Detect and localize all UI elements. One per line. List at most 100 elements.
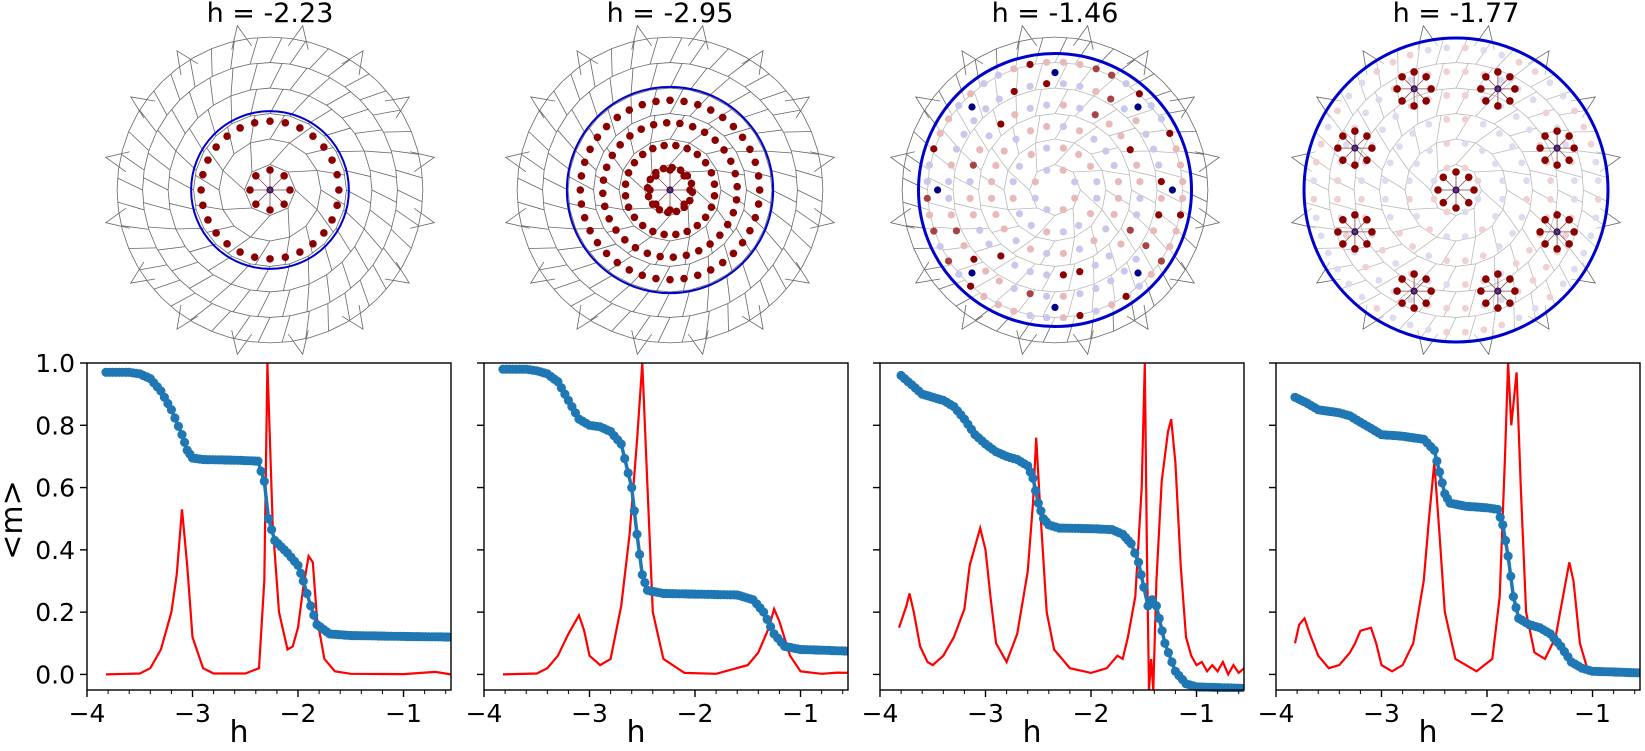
lattice-site bbox=[1430, 195, 1438, 203]
lattice-site bbox=[1059, 206, 1067, 214]
tiling-edge bbox=[1195, 229, 1204, 249]
magnetization-point bbox=[640, 578, 650, 588]
tiling-edge bbox=[744, 86, 761, 101]
lattice-site bbox=[923, 178, 931, 186]
tiling-edge bbox=[344, 279, 361, 294]
lattice-site bbox=[309, 132, 317, 140]
tiling-edge bbox=[650, 289, 671, 293]
lattice-site bbox=[1093, 194, 1101, 202]
tiling-edge bbox=[759, 279, 770, 307]
lattice-site bbox=[1392, 113, 1400, 120]
plot-frame bbox=[879, 362, 1245, 691]
tiling-edge bbox=[689, 115, 709, 125]
lattice-site bbox=[593, 238, 602, 247]
lattice-site bbox=[1334, 265, 1341, 273]
magnetization-point bbox=[1139, 582, 1149, 592]
tiling-edge bbox=[706, 284, 710, 312]
lattice-site bbox=[701, 213, 710, 222]
tiling-edge bbox=[566, 99, 581, 116]
lattice-site bbox=[1506, 275, 1514, 283]
lattice-site bbox=[1542, 263, 1550, 271]
tiling-edge bbox=[170, 73, 181, 101]
lattice-site bbox=[683, 171, 692, 180]
tiling-edge bbox=[289, 41, 307, 65]
tiling-edge bbox=[744, 279, 761, 294]
lattice-site bbox=[997, 252, 1005, 260]
tiling-edge bbox=[795, 170, 798, 191]
tiling-edge bbox=[249, 37, 259, 65]
plot-frame bbox=[483, 362, 849, 691]
tiling-edge bbox=[359, 264, 374, 281]
lattice-site bbox=[1443, 257, 1451, 265]
lattice-site bbox=[1461, 164, 1469, 172]
tiling-edge bbox=[589, 303, 613, 321]
sites bbox=[576, 96, 764, 284]
tiling-edge bbox=[193, 170, 197, 191]
lattice-site bbox=[923, 194, 931, 202]
lattice-site bbox=[1136, 178, 1144, 186]
tiling-edge bbox=[254, 240, 271, 266]
tiling-edge bbox=[116, 170, 119, 191]
lattice-site bbox=[1122, 292, 1130, 301]
lattice-site bbox=[701, 158, 710, 167]
tiling-edge bbox=[762, 297, 779, 312]
tiling-edge bbox=[323, 227, 337, 245]
tiling-edge bbox=[289, 310, 310, 317]
lattice-site bbox=[1480, 46, 1488, 54]
tiling-spike bbox=[231, 24, 253, 50]
lattice-site bbox=[1135, 90, 1143, 98]
lattice-site bbox=[1461, 257, 1469, 265]
lattice-site bbox=[1541, 132, 1549, 140]
magnetization-point bbox=[762, 614, 772, 625]
lattice-site bbox=[1134, 103, 1142, 111]
lattice-site bbox=[266, 255, 274, 263]
lattice-site bbox=[718, 113, 727, 122]
lattice-site bbox=[1358, 195, 1365, 203]
lattice-site bbox=[1518, 159, 1526, 167]
tiling-edge bbox=[669, 114, 686, 140]
magnetization-line bbox=[1294, 395, 1640, 675]
tiling-edge bbox=[128, 113, 138, 132]
tiling-edge bbox=[175, 150, 197, 171]
lattice-site bbox=[1342, 141, 1350, 148]
tiling-edge bbox=[594, 292, 613, 304]
lattice-site bbox=[1310, 195, 1318, 203]
tiling-edge bbox=[230, 263, 251, 285]
lattice-site bbox=[1410, 270, 1418, 278]
tiling-edge bbox=[575, 228, 586, 247]
lattice-site bbox=[223, 240, 231, 248]
lattice-site bbox=[1424, 326, 1432, 334]
lattice-site bbox=[685, 196, 694, 205]
tiling-edge bbox=[632, 289, 651, 313]
tiling-edge bbox=[521, 153, 545, 171]
tiling-edge bbox=[257, 317, 271, 343]
tiling-edge bbox=[743, 189, 747, 210]
lattice-row: h = -2.23 h = -2.95 h = -1.46 h = -1.77 bbox=[104, 0, 1622, 356]
tiling-edge bbox=[218, 170, 224, 191]
lattice-site bbox=[1010, 307, 1018, 315]
lattice-site bbox=[1389, 58, 1397, 66]
tiling-edge bbox=[194, 174, 220, 191]
tiling-edge bbox=[595, 151, 605, 171]
tiling-edge bbox=[561, 68, 578, 83]
tiling-edge bbox=[901, 189, 904, 210]
lattice-site bbox=[266, 166, 274, 174]
tiling-edge bbox=[215, 243, 233, 257]
tiling-edge bbox=[244, 189, 253, 209]
lattice-site bbox=[723, 220, 732, 229]
magnetization-point bbox=[616, 439, 626, 449]
tiling-edge bbox=[328, 322, 347, 332]
lattice-site bbox=[1494, 68, 1502, 76]
lattice-site bbox=[967, 282, 975, 290]
lattice-site bbox=[680, 203, 689, 212]
tiling-edge bbox=[391, 150, 419, 155]
tiling-edge bbox=[308, 274, 327, 285]
lattice-site bbox=[1531, 68, 1539, 75]
lattice-site bbox=[969, 211, 977, 219]
lattice-site bbox=[1091, 111, 1099, 119]
lattice-site bbox=[1132, 255, 1140, 263]
magnetization-point bbox=[177, 430, 187, 440]
tiling-spike bbox=[104, 151, 130, 173]
lattice-site bbox=[613, 113, 622, 122]
lattice-site bbox=[1406, 177, 1413, 185]
